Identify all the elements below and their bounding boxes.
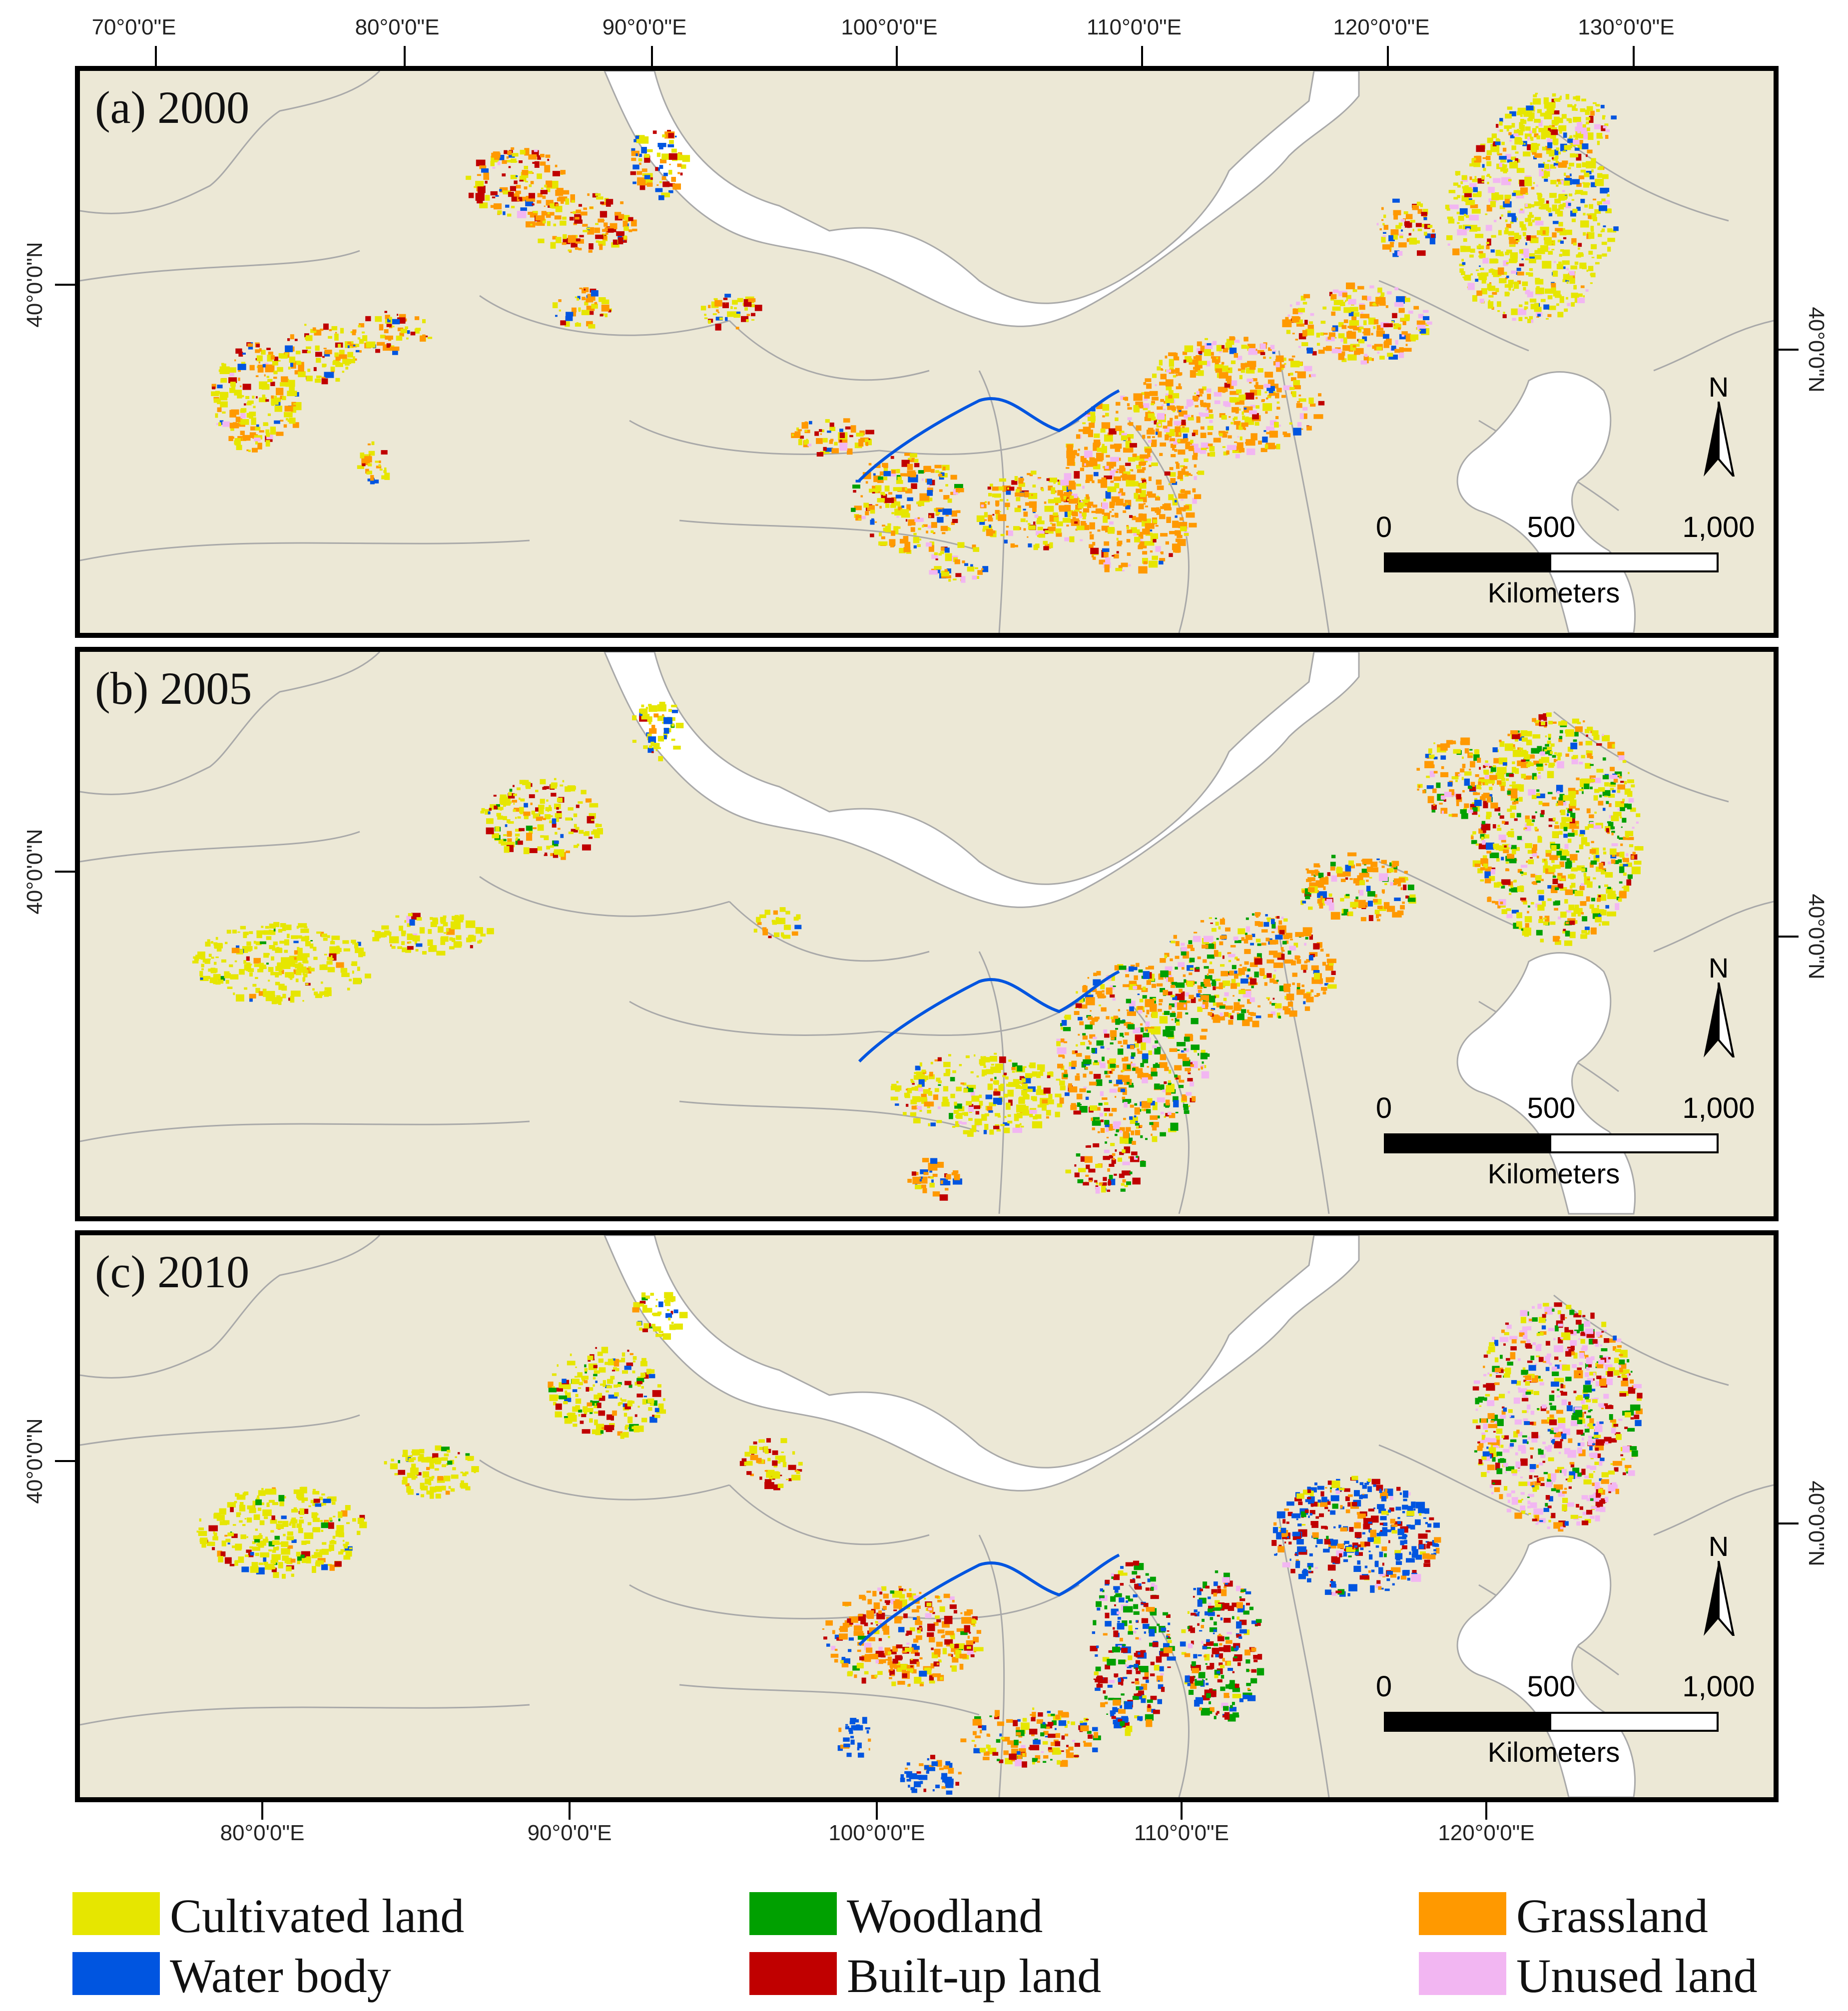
north-letter: N — [1708, 1530, 1729, 1562]
legend-label: Cultivated land — [170, 1889, 465, 1943]
bottom-tick — [1485, 1802, 1487, 1820]
top-tick — [155, 46, 157, 66]
north-arrow-icon — [1704, 983, 1735, 1057]
north-arrow: N — [1689, 952, 1749, 1066]
scale-label-0: 0 — [1375, 1670, 1392, 1703]
bottom-lon-label-90: 90°0'0"E — [527, 1821, 612, 1845]
scale-bar-graphic — [1384, 1133, 1719, 1153]
lat-tick — [55, 1460, 75, 1462]
lat-label-right-a: 40°0'0"N — [1804, 307, 1829, 393]
scale-bar: 0 500 1,000 Kilometers — [1374, 510, 1755, 610]
lat-tick — [1779, 936, 1799, 938]
top-lon-label-90: 90°0'0"E — [602, 15, 687, 39]
lat-label-left-a: 40°0'0"N — [22, 242, 47, 328]
top-lon-label-80: 80°0'0"E — [355, 15, 440, 39]
bottom-tick — [1181, 1802, 1183, 1820]
bottom-lon-label-120: 120°0'0"E — [1438, 1821, 1535, 1845]
north-letter: N — [1708, 952, 1729, 984]
lat-label-right-b: 40°0'0"N — [1804, 894, 1829, 980]
lat-label-left-c: 40°0'0"N — [22, 1418, 47, 1504]
scale-label-500: 500 — [1527, 1092, 1576, 1124]
scale-unit: Kilometers — [1487, 577, 1620, 608]
top-tick — [1141, 46, 1143, 66]
legend-label: Unused land — [1516, 1949, 1758, 2003]
legend-label: Built-up land — [847, 1949, 1102, 2003]
map-2010 — [80, 1235, 1774, 1797]
scale-unit: Kilometers — [1487, 1736, 1620, 1768]
scale-label-500: 500 — [1527, 1670, 1576, 1703]
north-letter: N — [1708, 371, 1729, 403]
lat-tick — [55, 284, 75, 286]
panel-label-b: (b) 2005 — [95, 663, 252, 714]
bottom-tick — [569, 1802, 571, 1820]
map-2000 — [80, 71, 1774, 633]
scale-label-0: 0 — [1375, 511, 1392, 543]
panel-label-c: (c) 2010 — [95, 1246, 250, 1297]
north-arrow: N — [1689, 1530, 1749, 1645]
top-tick — [651, 46, 653, 66]
scale-label-1000: 1,000 — [1682, 1670, 1755, 1703]
bottom-lon-label-110: 110°0'0"E — [1134, 1821, 1230, 1845]
legend-swatch — [1419, 1952, 1506, 1995]
legend-swatch — [72, 1952, 160, 1995]
legend-swatch — [749, 1892, 837, 1935]
legend-swatch — [72, 1892, 160, 1935]
lat-label-right-c: 40°0'0"N — [1804, 1481, 1829, 1566]
map-panel-2000: (a) 2000 N 0 500 1,000 Kilometers — [75, 66, 1779, 638]
scale-unit: Kilometers — [1487, 1158, 1620, 1189]
map-panel-2010: (c) 2010 N 0 500 1,000 Kilometers — [75, 1230, 1779, 1802]
lat-tick — [1779, 1522, 1799, 1524]
lat-label-left-b: 40°0'0"N — [22, 829, 47, 915]
bottom-lon-label-100: 100°0'0"E — [828, 1821, 925, 1845]
scale-bar: 0 500 1,000 Kilometers — [1374, 1670, 1755, 1770]
top-tick — [1633, 46, 1635, 66]
bottom-lon-label-80: 80°0'0"E — [220, 1821, 305, 1845]
lat-tick — [55, 871, 75, 873]
scale-bar-graphic — [1384, 552, 1719, 572]
scale-bar: 0 500 1,000 Kilometers — [1374, 1091, 1755, 1191]
top-lon-label-70: 70°0'0"E — [91, 15, 176, 39]
top-lon-label-110: 110°0'0"E — [1086, 15, 1182, 39]
legend-swatch — [749, 1952, 837, 1995]
scale-label-1000: 1,000 — [1682, 1092, 1755, 1124]
top-tick — [1387, 46, 1389, 66]
bottom-tick — [261, 1802, 263, 1820]
north-arrow: N — [1689, 371, 1749, 486]
top-lon-label-100: 100°0'0"E — [841, 15, 938, 39]
legend-label: Water body — [170, 1949, 391, 2003]
scale-label-0: 0 — [1375, 1092, 1392, 1124]
scale-bar-graphic — [1384, 1712, 1719, 1732]
panel-label-a: (a) 2000 — [95, 82, 250, 133]
legend-swatch — [1419, 1892, 1506, 1935]
north-arrow-icon — [1704, 402, 1735, 477]
lat-tick — [1779, 349, 1799, 351]
bottom-tick — [876, 1802, 878, 1820]
top-tick — [896, 46, 898, 66]
north-arrow-icon — [1704, 1561, 1735, 1636]
legend-label: Woodland — [847, 1889, 1043, 1943]
map-panel-2005: (b) 2005 N 0 500 1,000 Kilometers — [75, 647, 1779, 1221]
top-tick — [404, 46, 406, 66]
map-2005 — [80, 652, 1774, 1216]
scale-label-1000: 1,000 — [1682, 511, 1755, 543]
top-lon-label-120: 120°0'0"E — [1333, 15, 1430, 39]
scale-label-500: 500 — [1527, 511, 1576, 543]
legend-label: Grassland — [1516, 1889, 1708, 1943]
top-lon-label-130: 130°0'0"E — [1578, 15, 1675, 39]
